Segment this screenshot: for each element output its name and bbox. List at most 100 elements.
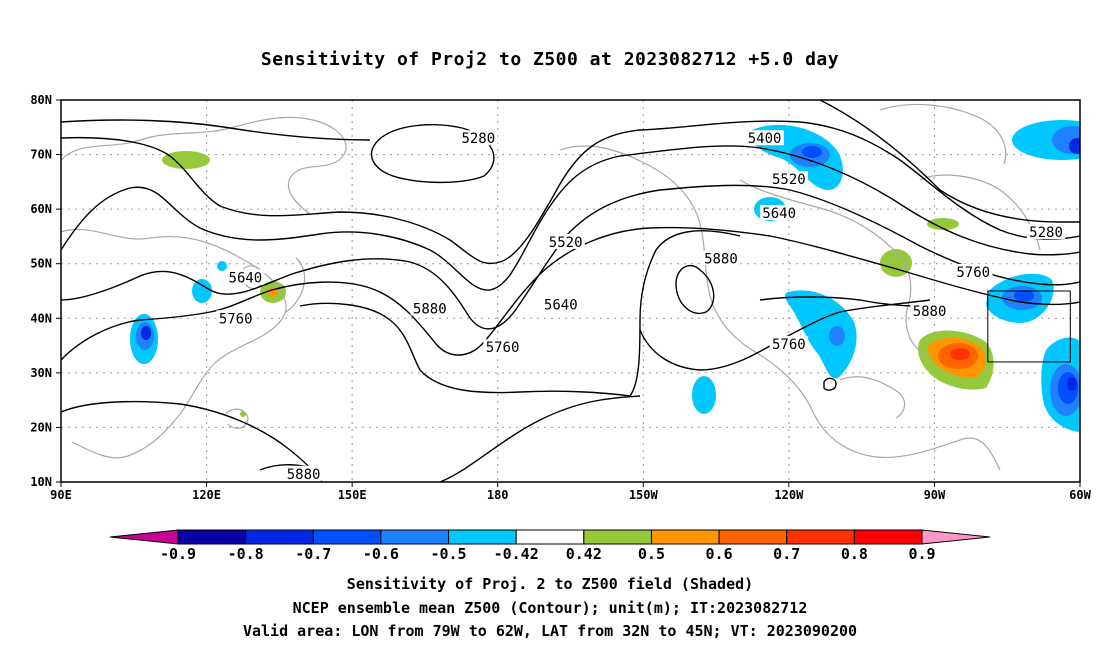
contour-north-1 bbox=[61, 119, 371, 141]
colorbar-label: -0.8 bbox=[228, 545, 264, 563]
colorbar-label: 0.8 bbox=[841, 545, 868, 563]
caption-line-contour: NCEP ensemble mean Z500 (Contour); unit(… bbox=[292, 598, 808, 617]
contour-label: 5520 bbox=[772, 172, 806, 188]
contour-label: 5280 bbox=[1029, 225, 1063, 241]
colorbar-segment bbox=[515, 529, 585, 545]
contour-5880-eastus bbox=[759, 296, 921, 307]
colorbar-label: -0.42 bbox=[494, 545, 539, 563]
contour-label: 5880 bbox=[413, 301, 447, 317]
contour-north-3 bbox=[61, 145, 1080, 291]
lat-label: 40N bbox=[30, 311, 52, 325]
lon-label: 90W bbox=[924, 488, 946, 502]
contour-label-bg bbox=[483, 339, 522, 355]
contour-gulf bbox=[675, 265, 715, 315]
lon-label: 150E bbox=[338, 488, 367, 502]
colorbar-label: 0.5 bbox=[638, 545, 665, 563]
latitude-labels: 80N 70N 60N 50N 40N 30N 20N 10N bbox=[30, 93, 61, 489]
z500-contours bbox=[61, 100, 1080, 482]
caption-line-shaded: Sensitivity of Proj. 2 to Z500 field (Sh… bbox=[346, 575, 754, 593]
contour-5880-ridge bbox=[299, 230, 741, 397]
contour-label-bg bbox=[541, 296, 580, 312]
lat-label: 60N bbox=[30, 202, 52, 216]
contour-southeast bbox=[439, 395, 641, 482]
contour-label: 5640 bbox=[544, 298, 578, 314]
lon-label: 150W bbox=[629, 488, 659, 502]
contour-label-bg bbox=[769, 335, 809, 351]
colorbar-segment bbox=[380, 529, 450, 545]
colorbar-segment bbox=[245, 529, 314, 545]
contour-label: 5760 bbox=[486, 340, 520, 356]
colorbar-labels: -0.9 -0.8 -0.7 -0.6 -0.5 -0.42 0.42 0.5 0.6 0.7 0.… bbox=[160, 545, 936, 563]
map-frame bbox=[60, 99, 1081, 483]
contour-label-bg bbox=[410, 300, 449, 316]
contour-5640-main bbox=[61, 184, 1080, 330]
colorbar-label: -0.6 bbox=[363, 545, 399, 563]
lat-label: 50N bbox=[30, 257, 52, 271]
contour-label-bg bbox=[284, 465, 323, 481]
caption-line-valid-area: Valid area: LON from 79W to 62W, LAT fro… bbox=[242, 622, 858, 640]
longitude-labels: 90E 120E 150E 180 150W 120W 90W 60W bbox=[50, 482, 1092, 502]
figure-caption: Sensitivity of Proj. 2 to Z500 field (Sh… bbox=[0, 573, 1100, 644]
contour-label-bg bbox=[546, 233, 585, 249]
contour-label: 5880 bbox=[704, 251, 738, 267]
contour-label: 5760 bbox=[956, 265, 990, 281]
contour-label-bg bbox=[1026, 224, 1066, 240]
colorbar-label: -0.5 bbox=[430, 545, 466, 563]
lat-label: 70N bbox=[30, 148, 52, 162]
contour-labels: 5280 5400 5520 5640 5280 5520 5880 5760 5640 5640… bbox=[216, 130, 1066, 483]
colorbar-segment bbox=[786, 529, 855, 545]
contour-label-bg bbox=[910, 303, 949, 319]
contour-label: 5520 bbox=[549, 235, 583, 251]
shade-siberia-green bbox=[162, 151, 210, 169]
colorbar-label: 0.42 bbox=[566, 545, 602, 563]
colorbar-segment bbox=[448, 529, 517, 545]
colorbar-segment bbox=[853, 529, 923, 545]
contour-label-bg bbox=[226, 269, 265, 285]
colorbar-label: -0.9 bbox=[160, 545, 196, 563]
lon-label: 120E bbox=[192, 488, 221, 502]
shade-atlantic-red bbox=[918, 330, 994, 390]
contour-label-bg bbox=[954, 263, 993, 279]
lat-label: 20N bbox=[30, 420, 52, 434]
lat-label: 30N bbox=[30, 366, 52, 380]
contour-5280-east bbox=[819, 100, 1080, 223]
lat-label: 10N bbox=[30, 475, 52, 489]
colorbar-segment bbox=[718, 529, 788, 545]
shade-subtropic-blue bbox=[1041, 337, 1080, 432]
contour-label-bg bbox=[216, 310, 255, 326]
contour-label: 5760 bbox=[219, 311, 253, 327]
colorbar-segment bbox=[177, 529, 247, 545]
contour-5880 bbox=[61, 400, 323, 482]
colorbar-label: 0.6 bbox=[706, 545, 733, 563]
contour-label-bg bbox=[769, 171, 809, 187]
colorbar-high-cap bbox=[921, 529, 991, 545]
map-gridlines bbox=[61, 100, 1080, 482]
coastlines bbox=[61, 103, 1041, 471]
contour-label: 5400 bbox=[748, 131, 782, 147]
colorbar bbox=[109, 529, 991, 545]
contour-label: 5280 bbox=[461, 131, 495, 147]
valid-area-box bbox=[987, 290, 1071, 363]
contour-north-2 bbox=[61, 120, 1080, 265]
contour-label-bg bbox=[745, 130, 784, 146]
colorbar-segment bbox=[312, 529, 382, 545]
contour-label: 5880 bbox=[913, 304, 947, 320]
contour-label-bg bbox=[701, 250, 741, 266]
contour-label: 5880 bbox=[287, 467, 321, 483]
shade-greenland-blue bbox=[1012, 120, 1080, 160]
contour-5280 bbox=[370, 123, 495, 184]
sensitivity-map: 5280 5400 5520 5640 5280 5520 5880 5760 5640 5640… bbox=[30, 93, 1092, 563]
lat-label: 80N bbox=[30, 93, 52, 107]
lon-label: 60W bbox=[1069, 488, 1091, 502]
colorbar-segment bbox=[583, 529, 652, 545]
colorbar-label: 0.9 bbox=[908, 545, 935, 563]
lon-label: 90E bbox=[50, 488, 72, 502]
lon-label: 180 bbox=[487, 488, 509, 502]
shade-china-blue bbox=[130, 314, 158, 364]
colorbar-label: 0.7 bbox=[773, 545, 800, 563]
colorbar-low-cap bbox=[109, 529, 179, 545]
contour-label: 5640 bbox=[762, 206, 796, 222]
contour-5760-low bbox=[639, 299, 931, 371]
colorbar-label: -0.7 bbox=[295, 545, 331, 563]
contour-label: 5640 bbox=[229, 270, 263, 286]
